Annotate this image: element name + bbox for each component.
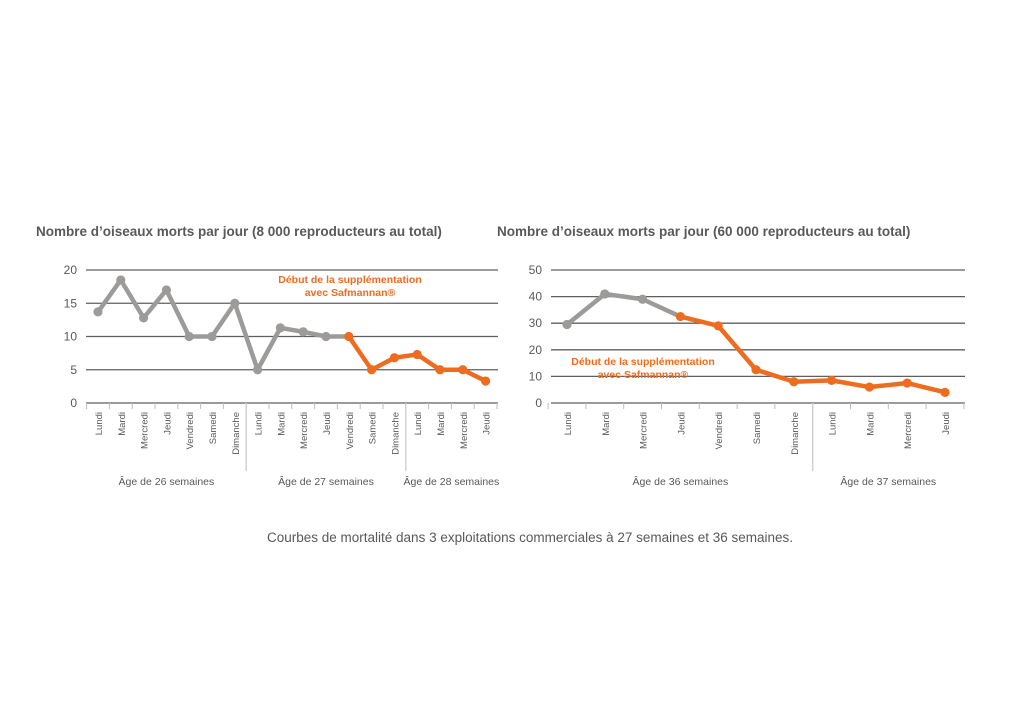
data-point <box>435 365 445 375</box>
supplementation-annotation: Début de la supplémentation <box>278 274 422 286</box>
x-tick-label: Vendredi <box>185 412 196 450</box>
group-label: Âge de 36 semaines <box>633 475 729 488</box>
y-tick-label: 40 <box>529 290 543 304</box>
data-point <box>458 365 468 375</box>
x-tick-label: Mercredi <box>639 412 650 449</box>
x-tick-label: Vendredi <box>714 412 725 450</box>
data-point <box>902 378 912 388</box>
group-label: Âge de 26 semaines <box>119 475 215 488</box>
x-tick-label: Lundi <box>254 412 265 435</box>
data-point <box>321 331 331 342</box>
x-tick-label: Mercredi <box>459 412 470 449</box>
x-tick-label: Mardi <box>865 412 876 436</box>
series-before-line <box>564 291 683 327</box>
data-point <box>93 307 103 317</box>
y-tick-label: 10 <box>64 330 78 344</box>
x-tick-label: Mardi <box>601 412 612 436</box>
x-tick-label: Samedi <box>208 412 219 444</box>
supplementation-annotation: Début de la supplémentation <box>571 356 715 368</box>
x-tick-label: Jeudi <box>482 412 493 435</box>
x-tick-label: Jeudi <box>941 412 952 435</box>
data-point <box>940 387 950 397</box>
data-point <box>116 275 126 285</box>
chart-2-title: Nombre d’oiseaux morts par jour (60 000 … <box>497 224 911 239</box>
data-point <box>751 365 761 375</box>
data-point <box>412 349 422 360</box>
x-tick-label: Mercredi <box>299 412 310 449</box>
x-tick-label: Jeudi <box>162 412 173 435</box>
x-tick-label: Mardi <box>276 412 287 436</box>
data-point <box>230 298 240 308</box>
x-tick-label: Jeudi <box>322 412 333 435</box>
group-label: Âge de 37 semaines <box>840 475 936 488</box>
x-tick-label: Mardi <box>117 412 128 436</box>
supplementation-annotation: avec Safmannan® <box>305 287 396 299</box>
figure-caption: Courbes de mortalité dans 3 exploitation… <box>266 530 794 545</box>
data-point <box>344 331 354 342</box>
y-tick-label: 10 <box>529 369 543 383</box>
data-point <box>481 376 491 386</box>
y-tick-label: 50 <box>529 263 543 277</box>
data-point <box>139 313 149 323</box>
y-tick-label: 0 <box>70 396 77 410</box>
y-tick-label: 20 <box>64 263 78 277</box>
x-tick-label: Mercredi <box>140 412 151 449</box>
supplementation-annotation: avec Safmannan® <box>598 369 689 381</box>
group-label: Âge de 27 semaines <box>278 475 374 488</box>
y-tick-label: 5 <box>70 363 77 377</box>
y-tick-label: 30 <box>529 316 543 330</box>
chart-1-title: Nombre d’oiseaux morts par jour (8 000 r… <box>36 224 442 239</box>
x-tick-label: Samedi <box>368 412 379 444</box>
data-point <box>253 365 263 375</box>
x-tick-label: Dimanche <box>790 412 801 455</box>
y-tick-label: 15 <box>64 296 78 310</box>
x-tick-label: Dimanche <box>390 412 401 455</box>
data-point <box>864 382 875 392</box>
x-tick-label: Mercredi <box>903 412 914 449</box>
x-tick-label: Lundi <box>94 412 105 435</box>
x-tick-label: Lundi <box>828 412 839 435</box>
x-tick-label: Mardi <box>436 412 447 436</box>
x-tick-label: Lundi <box>413 412 424 435</box>
data-point <box>367 365 377 375</box>
data-point <box>562 319 572 330</box>
y-tick-label: 0 <box>535 396 542 410</box>
data-point <box>638 294 648 304</box>
y-tick-label: 20 <box>529 343 543 357</box>
x-tick-label: Vendredi <box>345 412 356 450</box>
data-point <box>789 377 799 387</box>
data-point <box>827 375 837 385</box>
x-tick-label: Dimanche <box>231 412 242 455</box>
data-point <box>675 311 686 322</box>
data-point <box>184 331 194 342</box>
data-point <box>389 353 399 363</box>
series-after-line <box>678 314 948 395</box>
data-point <box>275 323 285 333</box>
data-point <box>161 285 171 295</box>
data-point <box>600 289 610 299</box>
x-tick-label: Jeudi <box>676 412 687 435</box>
data-point <box>713 321 723 331</box>
data-point <box>298 327 308 337</box>
group-label: Âge de 28 semaines <box>404 475 500 488</box>
x-tick-label: Lundi <box>563 412 574 435</box>
x-tick-label: Samedi <box>752 412 763 444</box>
data-point <box>207 331 217 342</box>
